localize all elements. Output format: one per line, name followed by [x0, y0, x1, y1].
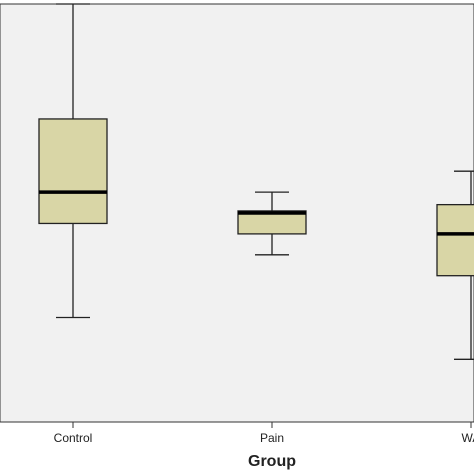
box	[436, 203, 474, 277]
box	[38, 118, 108, 225]
x-tick-label: Control	[54, 431, 93, 445]
x-axis-label: Group	[248, 453, 296, 470]
x-tick-label: Pain	[260, 431, 284, 445]
box	[237, 210, 307, 235]
x-tick-label: WA	[462, 431, 474, 445]
